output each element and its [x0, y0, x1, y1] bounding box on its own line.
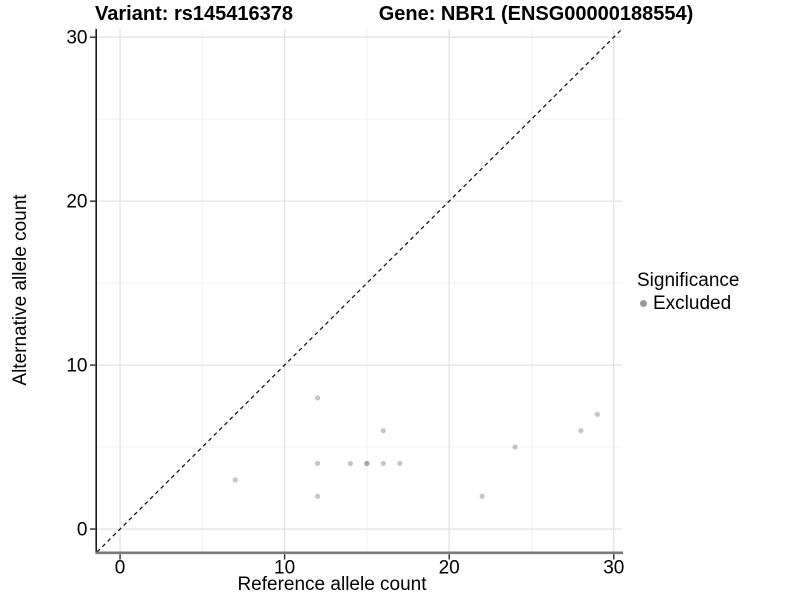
y-axis-title: Alternative allele count	[10, 194, 31, 386]
data-point	[364, 460, 370, 467]
x-tick-label: 20	[439, 558, 460, 579]
data-point	[380, 460, 386, 467]
legend-item-label: Excluded	[653, 293, 732, 314]
legend: Significance Excluded	[637, 269, 739, 315]
plot-title-gene: Gene: NBR1 (ENSG00000188554)	[378, 3, 694, 25]
y-tick-label: 10	[66, 356, 87, 377]
data-point	[347, 460, 354, 467]
data-point	[314, 460, 321, 467]
plot-title-variant: Variant: rs145416378	[95, 3, 293, 25]
legend-item-excluded: Excluded	[637, 292, 739, 315]
x-tick-label: 10	[274, 558, 295, 579]
identity-reference-line	[96, 28, 623, 553]
y-tick-label: 30	[66, 28, 87, 49]
data-point	[232, 477, 238, 483]
data-point	[479, 493, 485, 499]
data-point	[578, 428, 584, 434]
data-point	[397, 460, 403, 467]
x-tick-label: 0	[115, 558, 126, 579]
legend-title: Significance	[637, 270, 740, 291]
x-tick-label: 30	[603, 558, 624, 579]
data-point	[314, 493, 321, 499]
y-tick-label: 20	[66, 192, 87, 213]
data-point	[364, 460, 370, 467]
y-tick-label: 0	[77, 520, 88, 541]
x-axis-title: Reference allele count	[237, 574, 427, 595]
data-point	[594, 411, 600, 417]
data-point	[314, 395, 321, 401]
legend-point-icon	[640, 300, 647, 307]
data-point	[512, 444, 518, 450]
data-point	[380, 428, 386, 434]
